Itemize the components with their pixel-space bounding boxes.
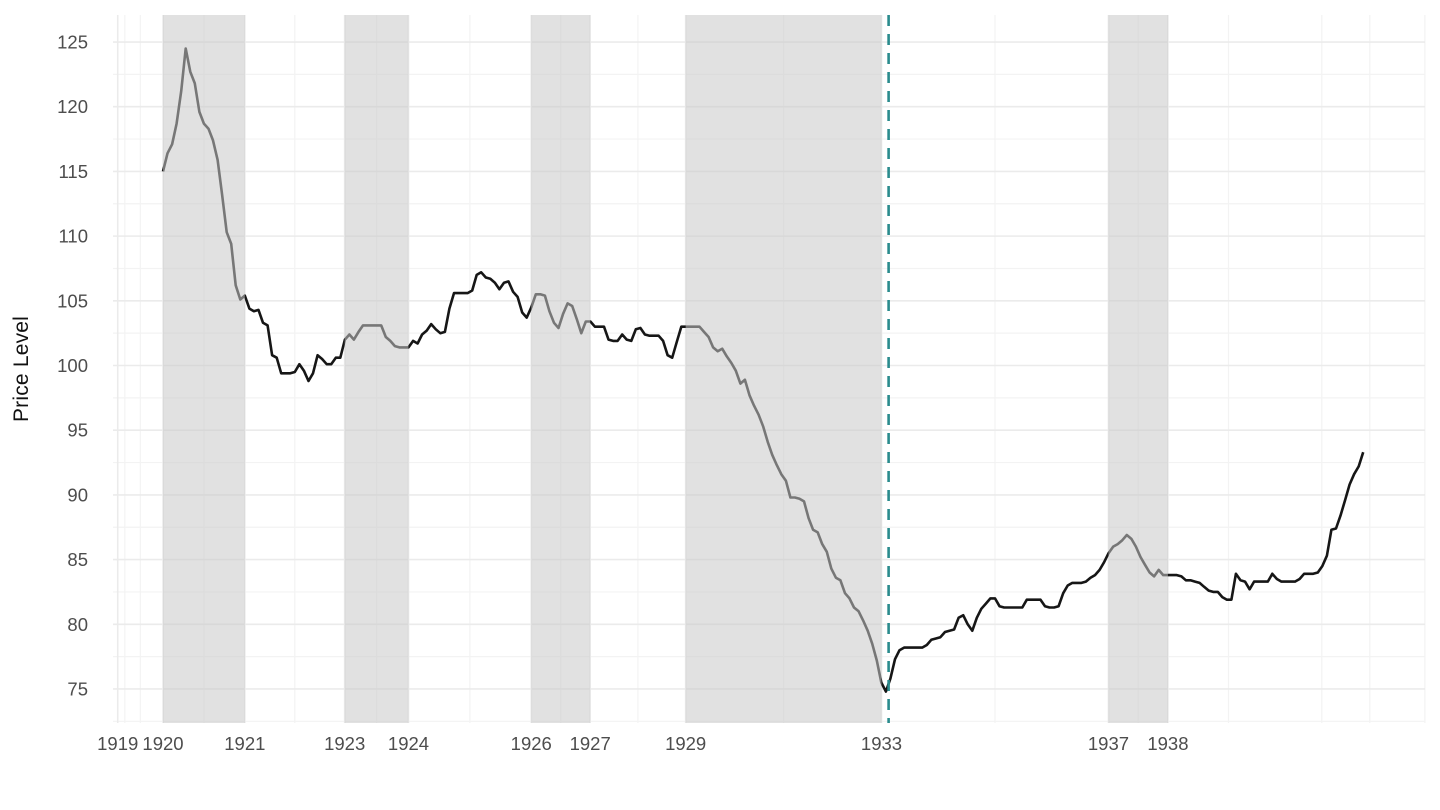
y-tick-label: 115 xyxy=(59,161,89,182)
recession-band xyxy=(1108,15,1168,723)
y-tick-label: 105 xyxy=(57,290,88,311)
y-axis-title: Price Level xyxy=(10,315,33,423)
y-tick-label: 125 xyxy=(57,32,88,53)
y-tick-label: 95 xyxy=(67,420,88,441)
x-tick-label: 1929 xyxy=(665,733,706,754)
x-tick-label: 1924 xyxy=(388,733,429,754)
x-tick-label: 1923 xyxy=(324,733,365,754)
recession-band xyxy=(344,15,409,723)
x-tick-label: 1933 xyxy=(861,733,902,754)
y-tick-label: 90 xyxy=(67,484,88,505)
x-tick-label: 1920 xyxy=(142,733,183,754)
x-tick-label: 1937 xyxy=(1088,733,1129,754)
recession-band xyxy=(163,15,245,723)
y-tick-label: 100 xyxy=(57,355,88,376)
x-tick-label: 1921 xyxy=(224,733,265,754)
y-tick-label: 75 xyxy=(67,678,88,699)
x-tick-label: 1938 xyxy=(1147,733,1188,754)
x-tick-label: 1919 xyxy=(97,733,138,754)
y-tick-label: 120 xyxy=(57,96,88,117)
y-tick-label: 85 xyxy=(67,549,88,570)
recession-band xyxy=(531,15,591,723)
y-tick-label: 80 xyxy=(67,614,88,635)
recession-band xyxy=(685,15,882,723)
x-tick-label: 1927 xyxy=(570,733,611,754)
x-tick-label: 1926 xyxy=(511,733,552,754)
y-tick-label: 110 xyxy=(59,226,89,247)
